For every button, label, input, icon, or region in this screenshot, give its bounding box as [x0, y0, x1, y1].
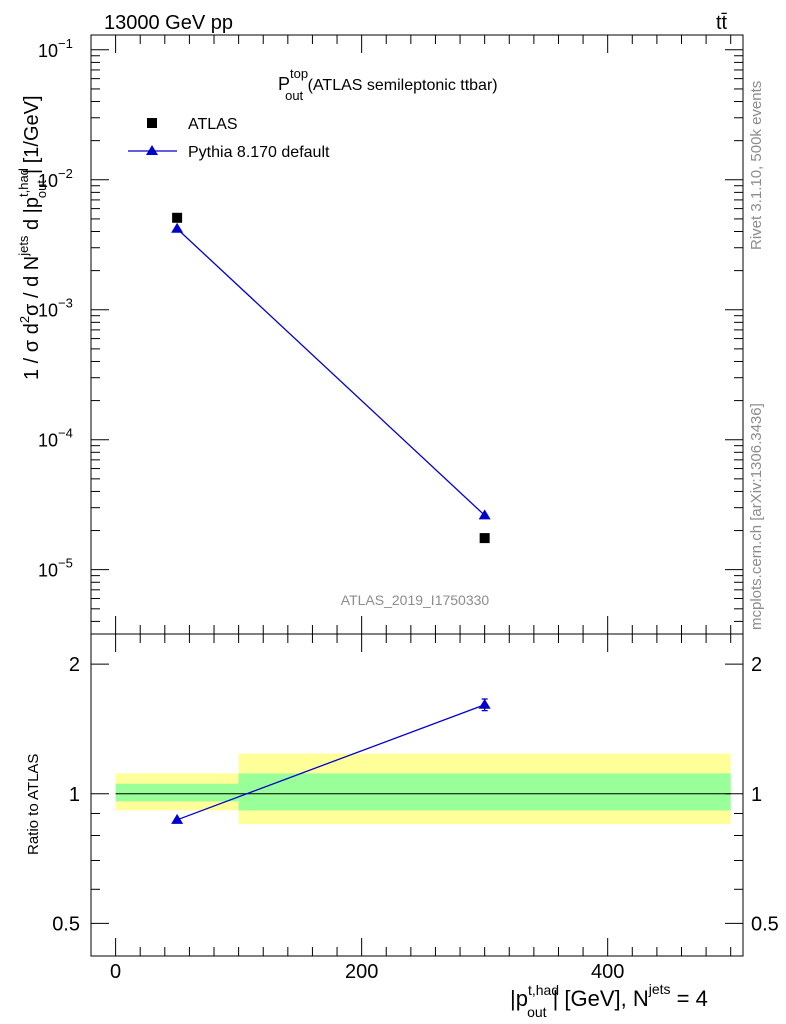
xtick-label: 0 [110, 961, 121, 983]
rivet-label: Rivet 3.1.10, 500k events [748, 81, 765, 250]
xtick-label: 200 [345, 961, 378, 983]
mcplots-label: mcplots.cern.ch [arXiv:1306.3436] [748, 403, 765, 630]
main-y-axis-label: 1 / σ d2σ / d Njets d |pt,had out| [1/GeV… [16, 95, 49, 380]
x-axis-label: |pt,had out| [GeV], Njets = 4 [510, 981, 708, 1020]
energy-label: 13000 GeV pp [104, 12, 233, 34]
legend-label-atlas: ATLAS [188, 116, 238, 133]
ratio-y-axis-label: Ratio to ATLAS [25, 754, 42, 855]
ratio-ytick-label-right: 0.5 [751, 913, 779, 935]
ratio-uncertainty-bands [115, 753, 731, 825]
ratio-ytick-label-left: 0.5 [52, 913, 80, 935]
main-ytick-label: 10−3 [38, 296, 73, 321]
legend-label-pythia: Pythia 8.170 default [188, 144, 330, 161]
atlas-point [479, 533, 490, 544]
legend-marker-atlas [147, 118, 157, 128]
analysis-label: ATLAS_2019_I1750330 [341, 592, 490, 608]
legend: ATLAS Pythia 8.170 default [128, 116, 330, 161]
ratio-pythia-point [478, 698, 491, 709]
main-ytick-label: 10−1 [38, 36, 73, 61]
pythia-point [478, 509, 491, 520]
process-label: tt̄ [716, 12, 728, 34]
ratio-ytick-label-right: 2 [751, 654, 762, 676]
xtick-label: 400 [591, 961, 624, 983]
main-ytick-label: 10−4 [38, 426, 73, 451]
ratio-ytick-label-right: 1 [751, 784, 762, 806]
ratio-pythia-line [176, 704, 485, 821]
data-series [171, 212, 491, 824]
main-ytick-label: 10−5 [38, 556, 73, 581]
pythia-point [171, 222, 184, 233]
main-plot-title: Ptop out (ATLAS semileptonic ttbar) [278, 66, 498, 103]
ratio-ytick-label-left: 2 [69, 654, 80, 676]
ratio-plot-frame [90, 633, 744, 957]
legend-marker-pythia [146, 145, 158, 155]
axis-ticks [90, 35, 743, 956]
band-inner-1 [238, 773, 731, 811]
main-ytick-label: 10−2 [38, 166, 73, 191]
ratio-ytick-label-left: 1 [69, 784, 80, 806]
band-inner-0 [115, 783, 239, 802]
tick-labels: 10−5 10−4 10−3 10−2 10−1 0 200 400 0.5 0.5 1 1 2 2 [38, 36, 779, 983]
ratio-pythia-point [171, 813, 184, 824]
pythia-line [176, 228, 486, 516]
atlas-point [172, 212, 183, 223]
